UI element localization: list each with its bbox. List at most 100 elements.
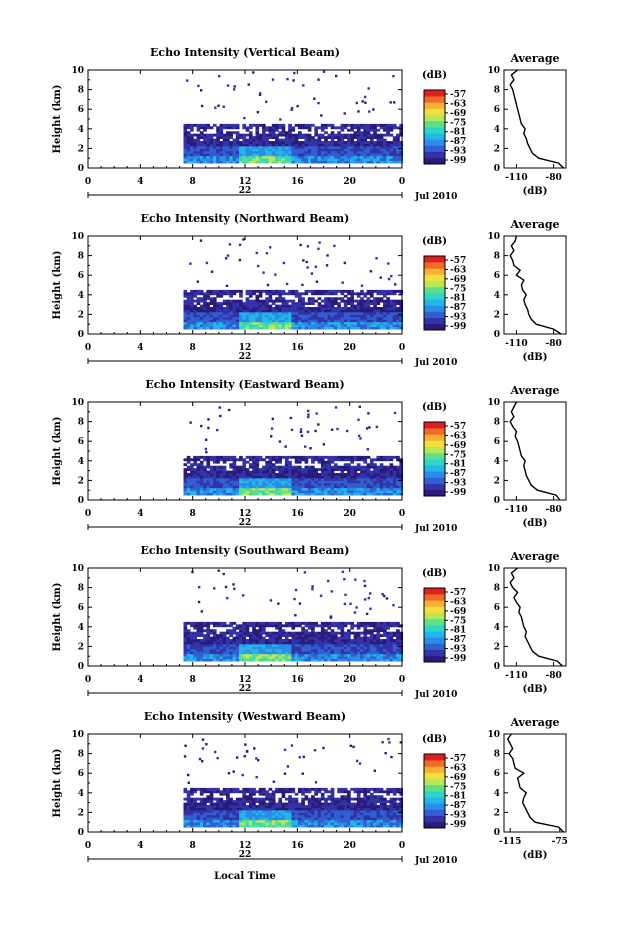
colorbar-band xyxy=(424,139,445,146)
profile-y-tick-label: 2 xyxy=(494,642,500,652)
y-tick-label: 10 xyxy=(71,66,84,76)
colorbar-band xyxy=(424,452,445,460)
day-label: 22 xyxy=(239,684,252,694)
colorbar-unit: (dB) xyxy=(422,402,447,413)
profile-line xyxy=(509,69,564,169)
colorbar-tick-label: -69 xyxy=(450,109,466,119)
y-tick-label: 0 xyxy=(78,662,84,672)
colorbar-band xyxy=(424,477,445,484)
profile-title: Average xyxy=(509,384,559,397)
profile-frame xyxy=(503,567,567,667)
profile-x-tick-label: -110 xyxy=(505,173,528,183)
profile-y-tick-label: 8 xyxy=(494,418,500,428)
colorbar-band xyxy=(424,600,445,607)
colorbar-band xyxy=(424,618,445,626)
y-tick-label: 8 xyxy=(78,418,84,428)
profile-y-tick-label: 0 xyxy=(494,330,500,340)
profile-x-label: (dB) xyxy=(523,684,548,695)
colorbar-tick-label: -75 xyxy=(450,450,466,460)
day-label: 22 xyxy=(239,352,252,362)
colorbar-band xyxy=(424,268,445,275)
x-tick-label: 20 xyxy=(343,509,356,519)
heatmap-cells xyxy=(183,569,404,662)
profile-y-tick-label: 0 xyxy=(494,662,500,672)
colorbar-tick-label: -99 xyxy=(450,156,466,166)
y-tick-label: 0 xyxy=(78,496,84,506)
profile-title: Average xyxy=(509,550,559,563)
x-tick-label: 12 xyxy=(239,177,252,187)
colorbar-band xyxy=(424,643,445,650)
y-tick-label: 10 xyxy=(71,564,84,574)
colorbar-band xyxy=(424,434,445,441)
colorbar-band xyxy=(424,428,445,435)
colorbar-tick-label: -87 xyxy=(450,137,466,147)
profile-line xyxy=(509,567,563,667)
x-tick-label: 4 xyxy=(137,343,143,353)
y-axis-label: Height (km) xyxy=(52,251,63,320)
colorbar-unit: (dB) xyxy=(422,568,447,579)
day-label: 22 xyxy=(239,186,252,196)
colorbar-band xyxy=(424,108,445,115)
colorbar-tick-label: -99 xyxy=(450,654,466,664)
y-tick-label: 6 xyxy=(78,769,84,779)
x-tick-label: 16 xyxy=(291,177,304,187)
colorbar-tick-label: -87 xyxy=(450,303,466,313)
x-tick-label: 0 xyxy=(399,675,405,685)
x-tick-label: 4 xyxy=(137,841,143,851)
panel-title: Echo Intensity (Westward Beam) xyxy=(144,710,346,723)
profile-x-tick-label: -115 xyxy=(499,837,522,847)
profile-line xyxy=(506,733,564,833)
panel-title: Echo Intensity (Vertical Beam) xyxy=(150,46,340,59)
colorbar-tick-label: -81 xyxy=(450,294,466,304)
y-tick-label: 10 xyxy=(71,730,84,740)
y-tick-label: 8 xyxy=(78,584,84,594)
colorbar-band xyxy=(424,96,445,103)
colorbar-band xyxy=(424,422,445,429)
date-label: Jul 2010 xyxy=(414,524,457,534)
x-tick-label: 4 xyxy=(137,675,143,685)
y-tick-label: 6 xyxy=(78,105,84,115)
y-axis-label: Height (km) xyxy=(52,85,63,154)
x-tick-label: 16 xyxy=(291,343,304,353)
profile-y-tick-label: 6 xyxy=(494,437,500,447)
x-tick-label: 8 xyxy=(190,343,196,353)
beam-panel-2: Echo Intensity (Northward Beam) 0 2 4 6 8 10 He… xyxy=(52,212,567,368)
profile-x-tick-label: -80 xyxy=(545,339,561,349)
colorbar-band xyxy=(424,784,445,792)
profile-x-label: (dB) xyxy=(523,186,548,197)
profile-x-label: (dB) xyxy=(523,352,548,363)
colorbar-band xyxy=(424,311,445,318)
profile-y-tick-label: 10 xyxy=(487,232,500,242)
profile-y-tick-label: 4 xyxy=(494,623,500,633)
colorbar-tick-label: -81 xyxy=(450,792,466,802)
y-tick-label: 10 xyxy=(71,232,84,242)
colorbar-tick-label: -81 xyxy=(450,626,466,636)
y-tick-label: 8 xyxy=(78,86,84,96)
heatmap-cells xyxy=(183,405,404,496)
y-axis-label: Height (km) xyxy=(52,417,63,486)
heatmap-cells xyxy=(183,737,404,828)
colorbar-band xyxy=(424,760,445,767)
date-label: Jul 2010 xyxy=(414,192,457,202)
x-tick-label: 0 xyxy=(399,509,405,519)
panel-title: Echo Intensity (Southward Beam) xyxy=(141,544,350,557)
beam-panel-3: Echo Intensity (Eastward Beam) 0 2 4 6 8 10 Hei… xyxy=(52,378,567,534)
date-label: Jul 2010 xyxy=(414,358,457,368)
profile-x-label: (dB) xyxy=(523,850,548,861)
profile-title: Average xyxy=(509,52,559,65)
colorbar-band xyxy=(424,815,445,823)
colorbar-band xyxy=(424,151,445,159)
colorbar-band xyxy=(424,280,445,288)
profile-y-tick-label: 0 xyxy=(494,496,500,506)
colorbar-tick-label: -75 xyxy=(450,118,466,128)
x-tick-label: 0 xyxy=(85,343,91,353)
heatmap-cells xyxy=(183,70,404,164)
colorbar-band xyxy=(424,127,445,134)
x-tick-label: 0 xyxy=(399,343,405,353)
profile-y-tick-label: 8 xyxy=(494,252,500,262)
profile-y-tick-label: 2 xyxy=(494,310,500,320)
y-tick-label: 10 xyxy=(71,398,84,408)
colorbar-frame xyxy=(423,255,446,331)
colorbar-band xyxy=(424,809,445,816)
y-tick-label: 2 xyxy=(78,642,84,652)
